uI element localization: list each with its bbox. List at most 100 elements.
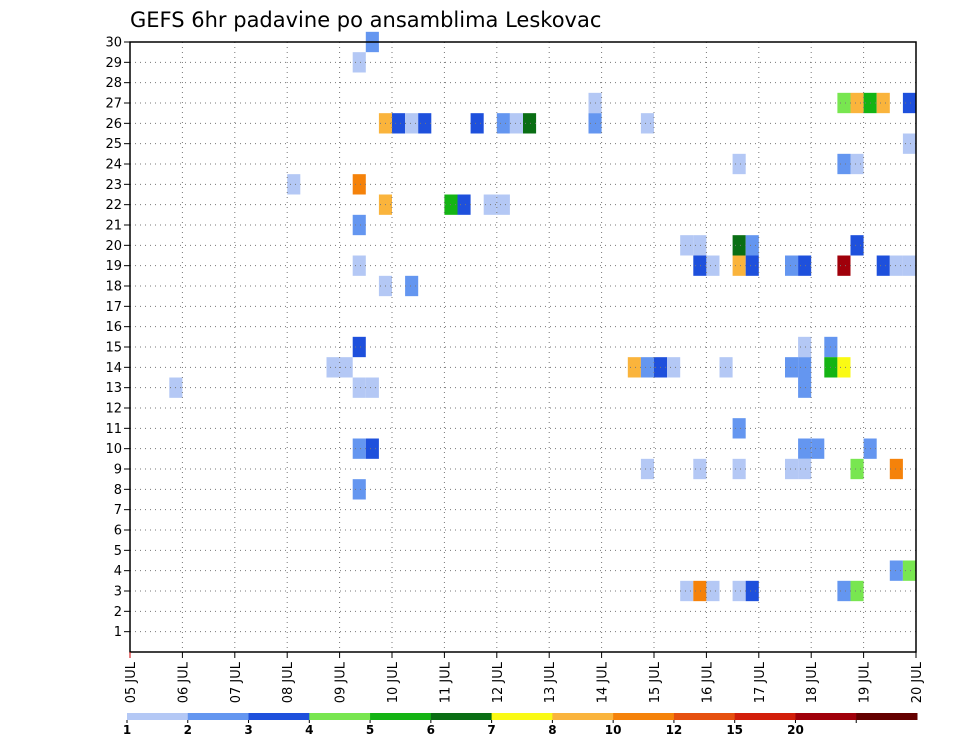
legend-label: 4 (305, 723, 313, 737)
precip-cell (719, 357, 733, 378)
y-tick-label: 25 (105, 137, 122, 152)
legend-label: 20 (787, 723, 804, 737)
precip-cell (850, 92, 864, 114)
precip-cell (876, 92, 890, 114)
y-tick-label: 17 (105, 300, 122, 315)
precip-cell (352, 174, 366, 195)
precip-cell (352, 255, 366, 276)
precip-cell (798, 357, 812, 378)
legend-label: 12 (666, 723, 683, 737)
precip-cell (693, 580, 707, 602)
precip-cell (798, 458, 812, 480)
x-tick-label: 05 JUL (124, 661, 139, 703)
precip-cell (732, 153, 746, 175)
precip-cell (418, 113, 432, 134)
precip-cell (902, 92, 916, 114)
precip-cell (837, 357, 851, 378)
legend-swatch (856, 713, 918, 720)
precip-cell (837, 255, 851, 276)
y-tick-label: 1 (114, 625, 122, 640)
precip-cell (706, 580, 720, 602)
x-tick-label: 07 JUL (229, 661, 244, 703)
legend-swatch (127, 713, 189, 720)
precip-cell (785, 357, 799, 378)
precip-cell (326, 357, 340, 378)
legend-label: 10 (605, 723, 622, 737)
x-tick-label: 12 JUL (491, 661, 506, 703)
legend-swatch (309, 713, 371, 720)
precip-cell (680, 580, 694, 602)
y-tick-label: 9 (114, 463, 122, 478)
precip-cell (732, 458, 746, 480)
y-tick-label: 24 (105, 158, 122, 173)
y-tick-label: 15 (105, 341, 122, 356)
y-tick-label: 16 (105, 320, 122, 335)
y-tick-label: 14 (105, 361, 122, 376)
x-tick-label: 08 JUL (281, 661, 296, 703)
precip-cell (798, 336, 812, 358)
x-tick-label: 20 JUL (910, 661, 925, 703)
precip-cell (640, 113, 654, 134)
precip-cell (640, 458, 654, 480)
y-tick-label: 8 (114, 483, 122, 498)
y-axis: 1234567891011121314151617181920212223242… (105, 36, 130, 640)
x-tick-label: 18 JUL (805, 661, 820, 703)
y-tick-label: 23 (105, 178, 122, 193)
y-tick-label: 22 (105, 198, 122, 213)
precip-cell (889, 458, 903, 480)
legend-label: 3 (244, 723, 252, 737)
legend-swatch (795, 713, 857, 720)
precip-cell (352, 377, 366, 398)
legend-label: 8 (548, 723, 556, 737)
precip-cell (496, 194, 510, 215)
legend-swatch (491, 713, 553, 720)
precip-cell (902, 560, 916, 581)
y-tick-label: 27 (105, 97, 122, 112)
precip-cell (876, 255, 890, 276)
precip-cell (405, 275, 419, 297)
y-tick-label: 6 (114, 524, 122, 539)
precip-cell (680, 235, 694, 256)
x-tick-label: 16 JUL (700, 661, 715, 703)
legend-swatch (734, 713, 796, 720)
precip-cell (339, 357, 353, 378)
y-tick-label: 18 (105, 280, 122, 295)
precip-cell (798, 438, 812, 459)
x-tick-label: 14 JUL (596, 661, 611, 703)
precip-cell (287, 174, 301, 195)
legend-label: 2 (184, 723, 192, 737)
y-tick-label: 3 (114, 585, 122, 600)
precip-cell (706, 255, 720, 276)
precip-cell (745, 255, 759, 276)
precip-cell (837, 153, 851, 175)
precip-cell (470, 113, 484, 134)
precip-cell (627, 357, 641, 378)
precip-cell (352, 336, 366, 358)
legend-swatch (430, 713, 493, 720)
precip-cell (902, 133, 916, 154)
legend-swatch (613, 713, 675, 720)
precip-cell (850, 458, 864, 480)
precip-cell (732, 418, 746, 439)
precip-cell (889, 255, 903, 276)
x-tick-label: 10 JUL (386, 661, 401, 703)
precip-cell (405, 113, 419, 134)
precip-cell (889, 560, 903, 581)
precip-cell (352, 214, 366, 236)
chart-title: GEFS 6hr padavine po ansamblima Leskovac (130, 8, 601, 32)
x-tick-label: 11 JUL (438, 661, 453, 703)
precip-cell (837, 580, 851, 602)
precip-cell (785, 458, 799, 480)
x-tick-label: 06 JUL (176, 661, 191, 703)
precip-cell (352, 52, 366, 73)
precip-cell (745, 580, 759, 602)
precip-cell (693, 255, 707, 276)
precip-cell (693, 235, 707, 256)
y-tick-label: 4 (114, 564, 122, 579)
precip-cell (352, 479, 366, 500)
y-tick-label: 7 (114, 503, 122, 518)
precip-cell (811, 438, 825, 459)
y-tick-label: 21 (105, 219, 122, 234)
y-tick-label: 19 (105, 259, 122, 274)
